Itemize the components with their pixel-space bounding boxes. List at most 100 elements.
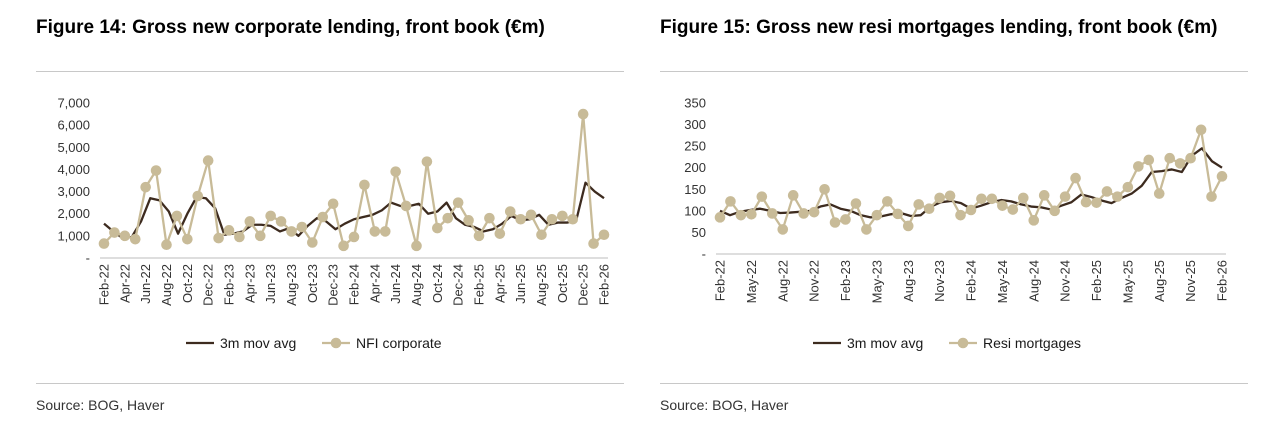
data-point bbox=[1080, 196, 1092, 208]
y-tick-label: 250 bbox=[684, 139, 706, 154]
bottom-divider bbox=[36, 383, 624, 384]
data-point bbox=[234, 231, 245, 243]
data-point bbox=[317, 211, 329, 223]
data-point bbox=[955, 209, 966, 221]
x-tick-label: Apr-25 bbox=[492, 264, 507, 303]
y-tick-label: 4,000 bbox=[57, 162, 90, 177]
data-point bbox=[473, 230, 485, 242]
data-point bbox=[359, 179, 370, 191]
data-point bbox=[161, 239, 172, 251]
data-point bbox=[777, 224, 789, 235]
data-point bbox=[494, 228, 506, 239]
data-point bbox=[756, 191, 768, 202]
legend-label-raw: NFI corporate bbox=[356, 335, 442, 351]
x-tick-label: Feb-23 bbox=[222, 264, 237, 305]
data-point bbox=[525, 209, 537, 221]
data-point bbox=[1038, 190, 1050, 201]
x-tick-label: Aug-23 bbox=[901, 260, 916, 302]
x-tick-label: Jun-22 bbox=[138, 264, 153, 304]
top-divider bbox=[660, 71, 1248, 72]
data-point bbox=[119, 230, 131, 242]
data-point bbox=[1028, 215, 1040, 226]
x-tick-label: May-24 bbox=[995, 260, 1010, 303]
y-tick-label: 50 bbox=[692, 225, 706, 240]
legend-label-moving-avg: 3m mov avg bbox=[220, 335, 296, 351]
x-tick-label: Dec-24 bbox=[451, 264, 466, 306]
data-point bbox=[307, 237, 318, 248]
data-point bbox=[348, 231, 360, 243]
data-point bbox=[798, 208, 809, 219]
x-tick-label: Jun-24 bbox=[388, 264, 403, 304]
y-tick-label: 300 bbox=[684, 117, 706, 132]
x-tick-label: Feb-22 bbox=[97, 264, 112, 305]
x-tick-label: Aug-22 bbox=[159, 264, 174, 306]
data-point bbox=[892, 208, 904, 220]
y-tick-label: 2,000 bbox=[57, 206, 90, 221]
data-point bbox=[1206, 191, 1217, 202]
data-point bbox=[369, 226, 381, 237]
chart-legend: 3m mov avg NFI corporate bbox=[186, 335, 442, 351]
x-tick-label: Feb-22 bbox=[713, 260, 728, 301]
data-point bbox=[379, 226, 391, 237]
x-tick-label: Feb-26 bbox=[1215, 260, 1230, 301]
y-tick-label: 350 bbox=[684, 96, 706, 111]
data-point bbox=[452, 197, 464, 208]
y-tick-label: 100 bbox=[684, 203, 706, 218]
data-point bbox=[1195, 124, 1207, 136]
legend-label-raw: Resi mortgages bbox=[983, 335, 1081, 351]
x-tick-label: Dec-22 bbox=[201, 264, 216, 306]
x-tick-label: Aug-25 bbox=[534, 264, 549, 306]
data-point bbox=[442, 212, 454, 224]
y-tick-label: 200 bbox=[684, 160, 706, 175]
data-point bbox=[819, 183, 830, 195]
y-tick-label: 150 bbox=[684, 182, 706, 197]
data-point bbox=[997, 200, 1008, 211]
x-tick-label: May-25 bbox=[1120, 260, 1135, 303]
data-point bbox=[484, 212, 495, 224]
chart-legend: 3m mov avg Resi mortgages bbox=[813, 335, 1081, 351]
x-tick-label: May-22 bbox=[744, 260, 759, 303]
data-point bbox=[577, 108, 589, 120]
data-point bbox=[588, 238, 599, 249]
data-point bbox=[390, 166, 401, 177]
data-point bbox=[286, 226, 297, 237]
data-point bbox=[504, 206, 516, 217]
data-point bbox=[150, 165, 162, 176]
x-tick-label: Nov-25 bbox=[1183, 260, 1198, 302]
data-point bbox=[515, 213, 526, 225]
data-point bbox=[923, 203, 935, 214]
data-point bbox=[1164, 152, 1176, 164]
x-tick-label: Oct-25 bbox=[555, 264, 570, 303]
data-point bbox=[1070, 172, 1081, 184]
data-point bbox=[557, 210, 568, 222]
data-point bbox=[129, 233, 141, 245]
x-tick-label: Nov-23 bbox=[932, 260, 947, 302]
x-tick-label: Apr-22 bbox=[117, 264, 132, 303]
data-point bbox=[171, 210, 183, 222]
data-point bbox=[213, 232, 224, 244]
y-tick-label: 1,000 bbox=[57, 228, 90, 243]
data-point bbox=[986, 193, 998, 205]
data-point bbox=[829, 217, 841, 228]
data-point bbox=[546, 213, 558, 225]
data-point bbox=[254, 230, 266, 242]
data-point bbox=[265, 210, 276, 222]
data-point bbox=[192, 190, 204, 202]
x-tick-label: Apr-23 bbox=[242, 264, 257, 303]
legend-marker-raw bbox=[957, 337, 969, 349]
data-point bbox=[1049, 205, 1060, 217]
x-tick-label: Apr-24 bbox=[367, 264, 382, 303]
data-point bbox=[1007, 204, 1019, 215]
x-tick-label: Dec-23 bbox=[326, 264, 341, 306]
data-point bbox=[421, 156, 433, 167]
data-point bbox=[787, 190, 799, 201]
top-divider bbox=[36, 71, 624, 72]
data-point bbox=[1091, 197, 1102, 208]
data-point bbox=[296, 221, 308, 233]
data-point bbox=[1174, 158, 1186, 169]
data-point bbox=[725, 196, 736, 207]
source-note: Source: BOG, Haver bbox=[660, 397, 789, 413]
data-point bbox=[202, 155, 214, 166]
data-point bbox=[411, 240, 422, 252]
data-point bbox=[714, 212, 726, 223]
